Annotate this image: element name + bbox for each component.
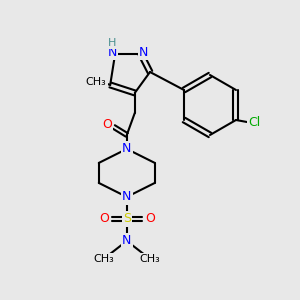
- Text: CH₃: CH₃: [93, 254, 114, 264]
- Text: H: H: [108, 38, 116, 48]
- Text: N: N: [139, 46, 148, 59]
- Text: O: O: [145, 212, 155, 225]
- Text: Cl: Cl: [248, 116, 260, 128]
- Text: N: N: [122, 234, 131, 248]
- Text: S: S: [123, 212, 131, 225]
- Text: O: O: [99, 212, 109, 225]
- Text: N: N: [122, 190, 131, 203]
- Text: O: O: [102, 118, 112, 131]
- Text: N: N: [107, 46, 117, 59]
- Text: N: N: [122, 142, 131, 155]
- Text: CH₃: CH₃: [86, 77, 106, 87]
- Text: CH₃: CH₃: [140, 254, 160, 264]
